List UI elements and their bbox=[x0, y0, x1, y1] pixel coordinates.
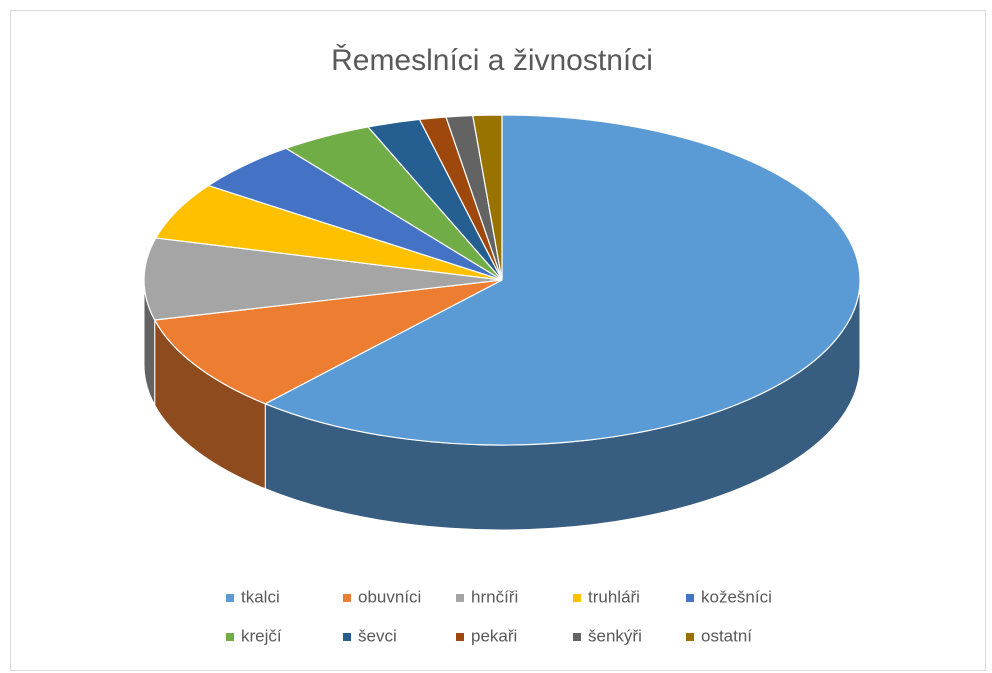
legend-swatch bbox=[343, 633, 351, 641]
legend-swatch bbox=[226, 594, 234, 602]
legend-label: truhláři bbox=[588, 587, 640, 606]
legend-swatch bbox=[686, 633, 694, 641]
slice bbox=[263, 114, 861, 446]
legend-swatch bbox=[573, 633, 581, 641]
legend-swatch bbox=[573, 594, 581, 602]
chart-title: Řemeslníci a živnostníci bbox=[331, 44, 653, 77]
legend-label: ostatní bbox=[701, 626, 752, 645]
legend-swatch bbox=[456, 633, 464, 641]
legend: tkalci obuvníci hrnčíři truhláři kožešníci kr… bbox=[226, 587, 772, 645]
slice bbox=[153, 279, 503, 405]
legend-label: hrnčíři bbox=[471, 587, 518, 606]
legend-swatch bbox=[456, 594, 464, 602]
legend-label: krejčí bbox=[241, 626, 282, 645]
legend-label: pekaři bbox=[471, 626, 517, 645]
legend-label: ševci bbox=[358, 626, 397, 645]
legend-swatch bbox=[686, 594, 694, 602]
slice bbox=[143, 237, 503, 321]
slice bbox=[472, 114, 503, 281]
legend-swatch bbox=[226, 633, 234, 641]
pie-tops bbox=[143, 114, 861, 446]
legend-swatch bbox=[343, 594, 351, 602]
legend-label: obuvníci bbox=[358, 587, 421, 606]
legend-label: tkalci bbox=[241, 587, 280, 606]
legend-label: šenkýři bbox=[588, 626, 642, 645]
legend-label: kožešníci bbox=[701, 587, 772, 606]
